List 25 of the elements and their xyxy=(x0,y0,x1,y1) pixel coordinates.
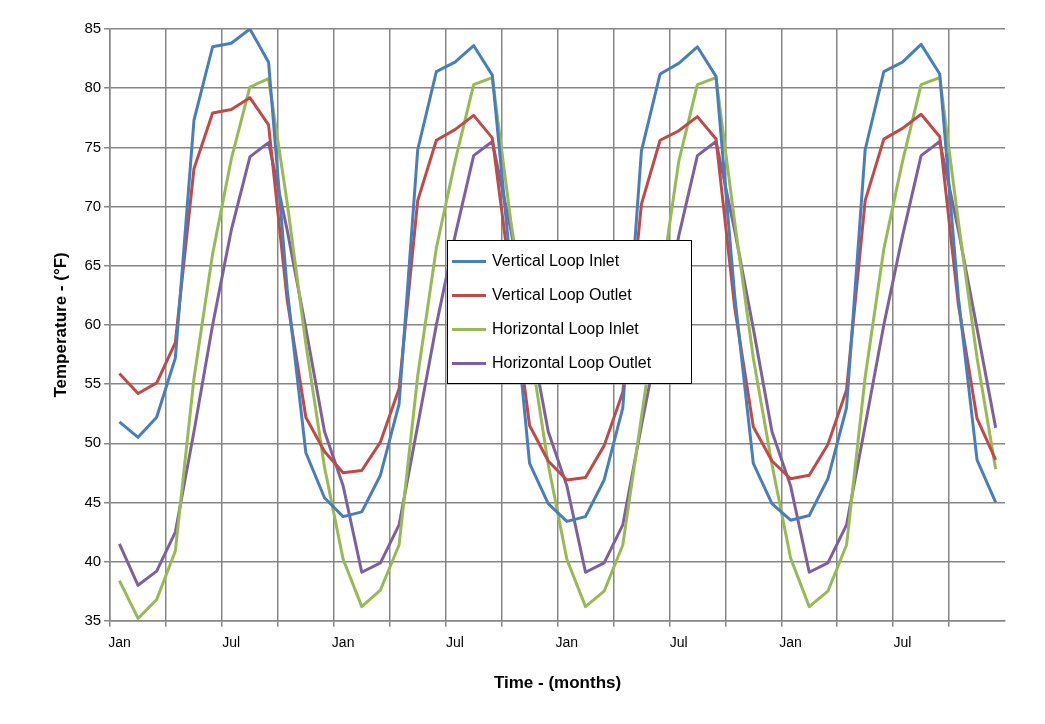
x-tick-label: Jan xyxy=(779,634,802,651)
x-axis-title: Time - (months) xyxy=(493,673,622,693)
y-tick-label: 85 xyxy=(84,19,102,37)
legend-label: Vertical Loop Outlet xyxy=(492,286,632,304)
y-tick-label: 50 xyxy=(84,433,102,451)
y-tick-label: 40 xyxy=(84,551,102,569)
y-tick-label: 45 xyxy=(84,492,102,510)
x-tick-label: Jul xyxy=(669,634,688,651)
legend-label: Horizontal Loop Outlet xyxy=(492,354,652,372)
legend-label: Horizontal Loop Inlet xyxy=(492,320,639,338)
y-tick-label: 80 xyxy=(84,78,102,96)
legend-label: Vertical Loop Inlet xyxy=(492,252,620,270)
y-tick-label: 55 xyxy=(84,374,102,392)
x-tick-label: Jan xyxy=(555,634,579,651)
x-tick-label: Jan xyxy=(108,634,131,651)
x-tick-label: Jul xyxy=(446,634,464,651)
y-tick-label: 70 xyxy=(84,196,102,214)
x-tick-label: Jan xyxy=(331,634,355,651)
y-tick-label: 35 xyxy=(84,610,102,628)
x-tick-label: Jul xyxy=(222,634,241,651)
y-tick-label: 65 xyxy=(84,255,102,273)
y-tick-label: 75 xyxy=(84,137,102,155)
x-tick-label: Jul xyxy=(893,634,912,651)
y-axis-title: Temperature - (°F) xyxy=(50,252,70,398)
y-tick-label: 60 xyxy=(84,315,102,333)
